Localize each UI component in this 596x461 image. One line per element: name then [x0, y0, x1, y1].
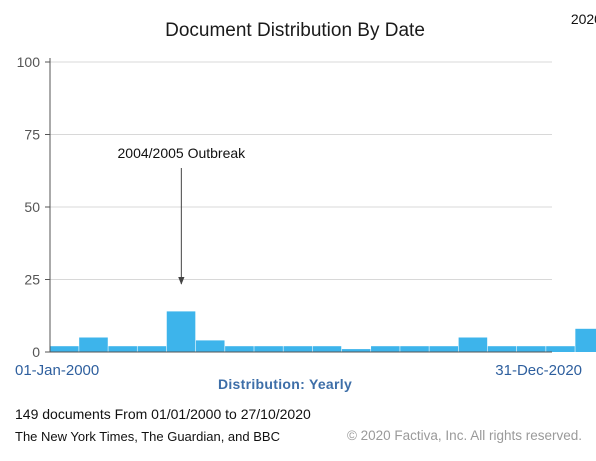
- bar: [458, 337, 488, 352]
- x-axis-end-label: 31-Dec-2020: [495, 362, 582, 379]
- bar: [50, 346, 79, 352]
- bar: [516, 346, 546, 352]
- bar: [400, 346, 429, 352]
- bar: [487, 346, 517, 352]
- chart-title: Document Distribution By Date: [165, 20, 425, 41]
- bar: [108, 346, 137, 352]
- bar: [137, 346, 167, 352]
- annotation-label-2004-2005: 2004/2005 Outbreak: [118, 145, 247, 161]
- sources-line: The New York Times, The Guardian, and BB…: [15, 429, 280, 444]
- bar: [254, 346, 283, 352]
- y-tick-label: 100: [17, 54, 41, 70]
- y-tick-label: 25: [24, 272, 40, 288]
- y-tick-label: 75: [24, 127, 40, 143]
- bar: [195, 340, 225, 352]
- bar: [429, 346, 459, 352]
- bar: [341, 349, 371, 352]
- y-tick-label: 0: [32, 344, 40, 360]
- annotation-label-2020: 2020 Outbreak: [571, 11, 596, 27]
- x-axis-title: Distribution: Yearly: [217, 376, 353, 392]
- copyright-notice: © 2020 Factiva, Inc. All rights reserved…: [346, 428, 582, 443]
- x-axis-start-label: 01-Jan-2000: [15, 362, 100, 379]
- bar: [79, 337, 108, 352]
- y-tick-label: 50: [24, 199, 40, 215]
- bar: [575, 328, 596, 352]
- bar: [546, 346, 575, 352]
- document-count-range: 149 documents From 01/01/2000 to 27/10/2…: [15, 406, 311, 422]
- bar: [166, 311, 196, 352]
- bar: [225, 346, 254, 352]
- bar: [312, 346, 342, 352]
- bar: [283, 346, 313, 352]
- bar: [371, 346, 400, 352]
